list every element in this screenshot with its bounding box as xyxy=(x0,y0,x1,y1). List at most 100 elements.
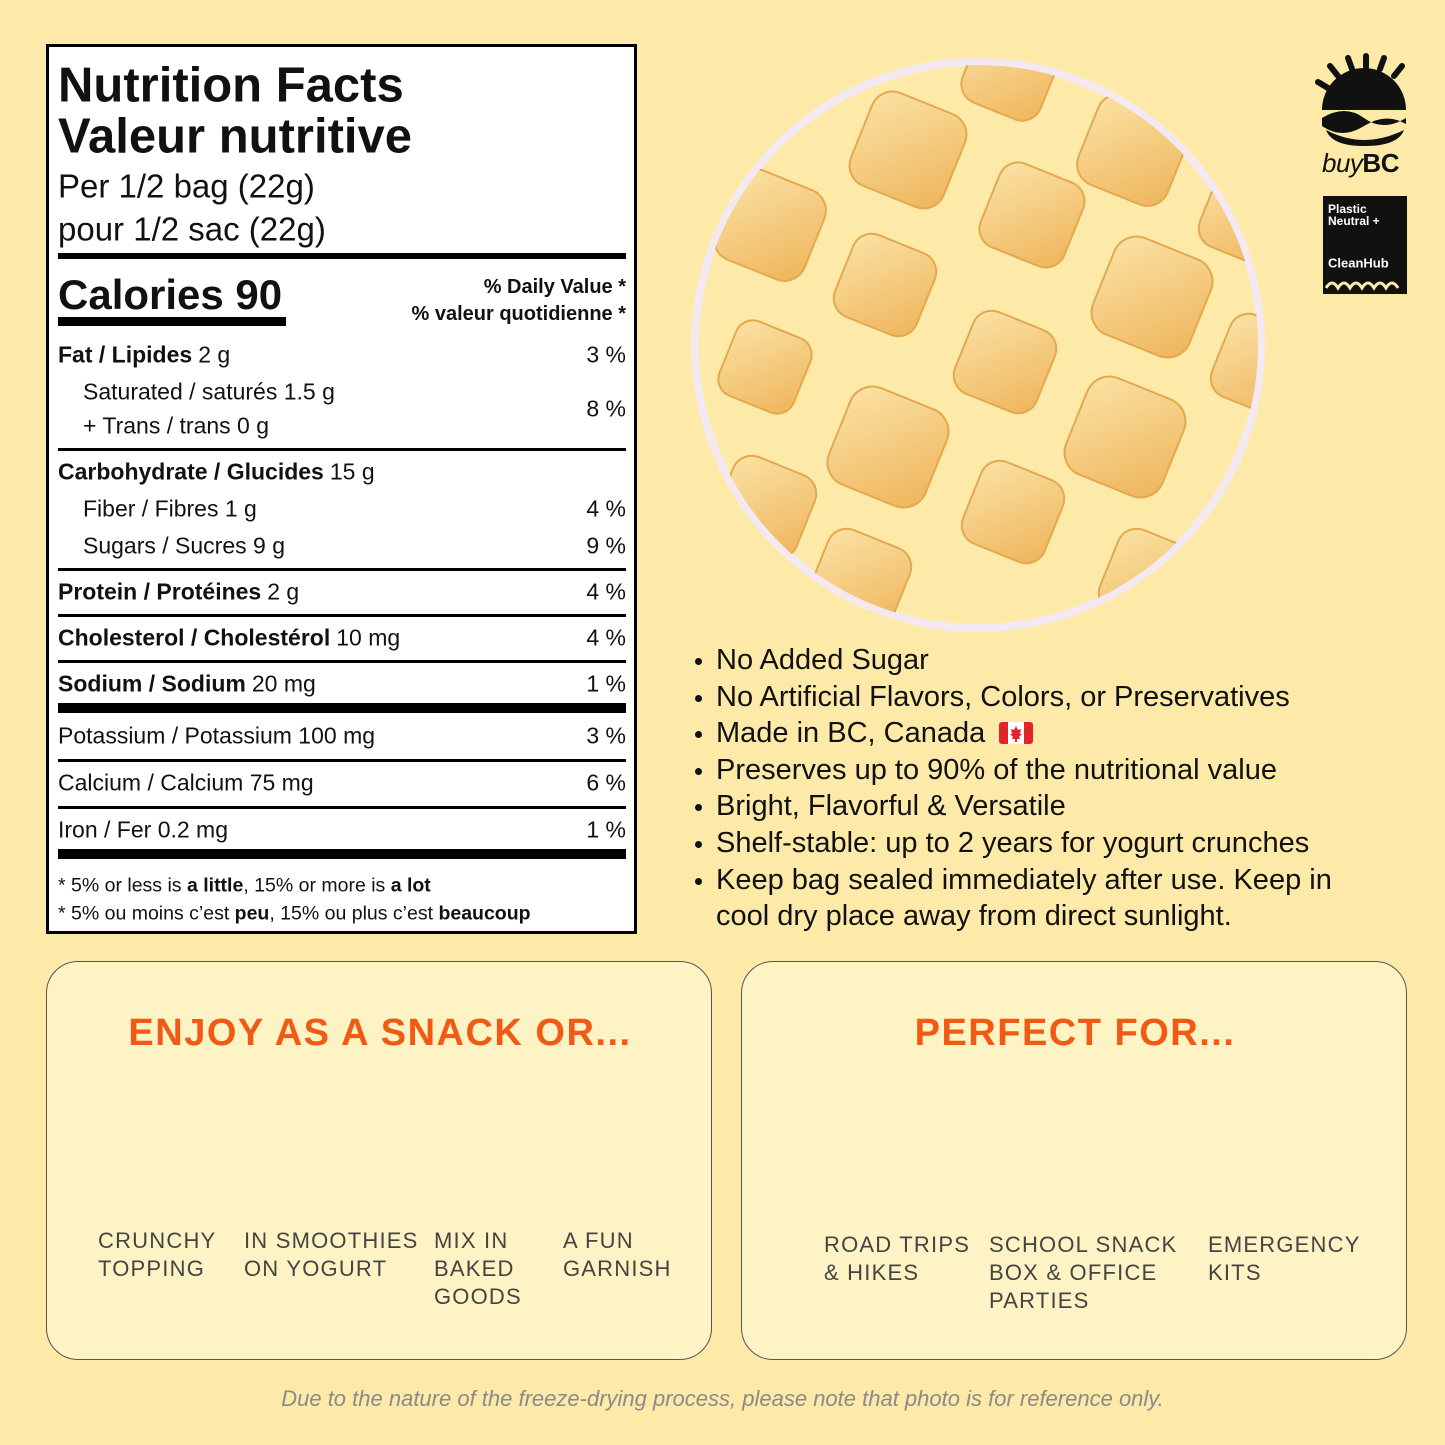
serving: Per 1/2 bag (22g) xyxy=(58,167,315,205)
mineral: Potassium / Potassium 100 mg xyxy=(58,722,376,749)
rule xyxy=(58,316,286,326)
panel-item: ROAD TRIPS & HIKES xyxy=(824,1231,970,1287)
footnote-segment: a little xyxy=(186,874,244,897)
feature: Keep bag sealed immediately after use. K… xyxy=(716,862,1381,935)
panel-item: EMERGENCY KITS xyxy=(1208,1231,1361,1287)
title: Valeur nutritive xyxy=(58,109,413,164)
disclaimer: Due to the nature of the freeze-drying p… xyxy=(281,1386,1164,1411)
rule xyxy=(58,567,626,571)
buybc-logo-mark xyxy=(1315,53,1406,146)
badge-text: Neutral + xyxy=(1328,214,1380,228)
rule xyxy=(58,447,626,451)
nutrient-row: Fat / Lipides 2 g xyxy=(58,341,231,368)
footnote-segment: * 5% or less is xyxy=(58,874,187,897)
buybc-wordmark: buyBC xyxy=(1322,150,1399,176)
badge-text: Plastic xyxy=(1328,202,1367,216)
panel-item-line: ROAD TRIPS xyxy=(824,1232,971,1257)
title: Nutrition Facts xyxy=(58,58,404,113)
nutrient-amount: 2 g xyxy=(267,578,300,605)
nutrient-amount: 2 g xyxy=(198,341,231,368)
nutrient-name: Sodium / Sodium xyxy=(58,670,246,697)
panel-item: CRUNCHY TOPPING xyxy=(98,1227,216,1283)
footnote: * 5% or less is a little, 15% or more is… xyxy=(58,876,431,896)
footnote-segment: , 15% or more is xyxy=(243,874,391,897)
panel-item-line: BOX & OFFICE xyxy=(989,1260,1158,1285)
daily-value-header: % Daily Value * xyxy=(483,276,626,298)
feature-text: Shelf-stable: up to 2 years for yogurt c… xyxy=(716,826,1310,859)
feature: No Added Sugar xyxy=(716,642,1381,679)
nutrient-row: Carbohydrate / Glucides 15 g xyxy=(58,458,375,485)
nutrition-facts-box xyxy=(46,44,637,934)
feature: Preserves up to 90% of the nutritional v… xyxy=(716,752,1381,789)
footnote-segment: beaucoup xyxy=(438,902,531,925)
daily-value: 4 % xyxy=(586,578,626,605)
panel-item-line: BAKED xyxy=(434,1256,515,1281)
feature-text: No Artificial Flavors, Colors, or Preser… xyxy=(716,680,1290,713)
footnote-segment: a lot xyxy=(390,874,431,897)
panel-item-line: EMERGENCY xyxy=(1208,1232,1361,1257)
rule xyxy=(58,613,626,617)
mineral: Iron / Fer 0.2 mg xyxy=(58,816,229,843)
rule xyxy=(58,805,626,809)
mineral: Calcium / Calcium 75 mg xyxy=(58,769,314,796)
daily-value: 3 % xyxy=(586,341,626,368)
buybc-buy: buy xyxy=(1322,148,1363,178)
sub-nutrient: Sugars / Sucres 9 g xyxy=(83,532,285,559)
daily-value: 8 % xyxy=(586,395,626,422)
feature-text: Made in BC, Canada xyxy=(716,717,986,750)
nutrient-amount: 15 g xyxy=(329,458,375,485)
nutrient-name: Protein / Protéines xyxy=(58,578,262,605)
panel-item-line: A FUN xyxy=(563,1228,634,1253)
nutrient-row: Sodium / Sodium 20 mg xyxy=(58,670,316,697)
feature: Made in BC, Canada xyxy=(716,715,1381,752)
perfect-for-panel xyxy=(741,961,1407,1360)
footnote-segment: peu xyxy=(234,902,270,925)
daily-value: 4 % xyxy=(586,495,626,522)
rule xyxy=(58,703,626,713)
feature-text: Keep bag sealed immediately after use. K… xyxy=(716,863,1332,933)
panel-item-line: KITS xyxy=(1208,1260,1262,1285)
canada-flag xyxy=(999,722,1034,745)
panel-item: MIX IN BAKED GOODS xyxy=(434,1227,522,1311)
panel-item-line: TOPPING xyxy=(98,1256,206,1281)
sub-nutrient: Fiber / Fibres 1 g xyxy=(83,495,257,522)
rule xyxy=(58,253,626,259)
feature: No Artificial Flavors, Colors, or Preser… xyxy=(716,679,1381,716)
panel-item-line: GOODS xyxy=(434,1284,522,1309)
panel-item-line: IN SMOOTHIES xyxy=(244,1228,419,1253)
sub-nutrient: Saturated / saturés 1.5 g xyxy=(83,378,335,405)
footnote-segment: , 15% ou plus c’est xyxy=(269,902,439,925)
feature-text: No Added Sugar xyxy=(716,644,929,676)
feature-list: No Added Sugar No Artificial Flavors, Co… xyxy=(672,642,1392,935)
panel-item-line: ON YOGURT xyxy=(244,1256,388,1281)
rule xyxy=(58,758,626,762)
panel-title: ENJOY AS A SNACK OR... xyxy=(128,1012,632,1054)
daily-value-header: % valeur quotidienne * xyxy=(411,303,626,325)
nutrient-name: Cholesterol / Cholestérol xyxy=(58,624,331,651)
panel-item-line: GARNISH xyxy=(563,1256,672,1281)
daily-value: 1 % xyxy=(586,816,626,843)
daily-value: 1 % xyxy=(586,670,626,697)
feature-text: Bright, Flavorful & Versatile xyxy=(716,790,1066,823)
snack-panel xyxy=(46,961,712,1360)
rule xyxy=(58,659,626,663)
panel-item-line: PARTIES xyxy=(989,1288,1090,1313)
nutrient-row: Protein / Protéines 2 g xyxy=(58,578,300,605)
footnote: * 5% ou moins c’est peu, 15% ou plus c’e… xyxy=(58,904,531,924)
panel-title: PERFECT FOR... xyxy=(914,1012,1236,1054)
daily-value: 3 % xyxy=(586,722,626,749)
panel-item-line: MIX IN xyxy=(434,1228,509,1253)
daily-value: 9 % xyxy=(586,532,626,559)
nutrient-amount: 10 mg xyxy=(336,624,401,651)
sub-nutrient: + Trans / trans 0 g xyxy=(83,412,270,439)
panel-item: A FUN GARNISH xyxy=(563,1227,672,1283)
daily-value: 4 % xyxy=(586,624,626,651)
panel-item-line: SCHOOL SNACK xyxy=(989,1232,1178,1257)
panel-item: SCHOOL SNACK BOX & OFFICE PARTIES xyxy=(989,1231,1177,1315)
cleanhub-badge xyxy=(1323,196,1407,294)
panel-item-line: & HIKES xyxy=(824,1260,920,1285)
buybc-bc: BC xyxy=(1362,148,1399,178)
rule xyxy=(58,849,626,859)
